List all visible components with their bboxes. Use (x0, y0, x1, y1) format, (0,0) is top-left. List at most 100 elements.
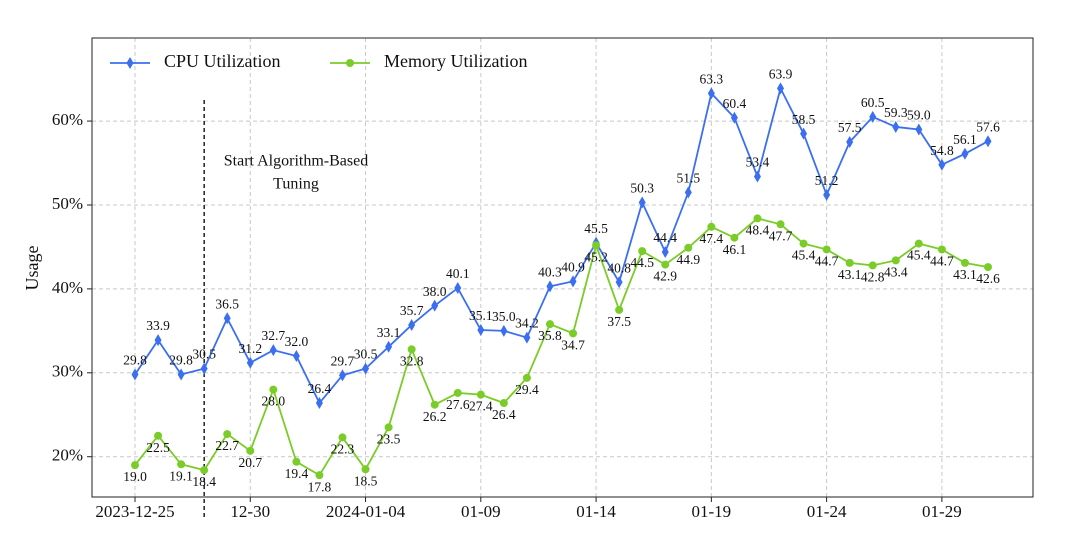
series-line (134, 217, 989, 477)
data-label: 35.0 (492, 309, 516, 324)
marker (546, 280, 554, 293)
plot: 20% 30% 40% 50% 60% 2023-12-25 12-30 2024-01-04… (52, 38, 1033, 521)
marker (730, 233, 739, 242)
marker (454, 282, 462, 295)
data-label: 32.7 (262, 328, 286, 343)
marker (822, 245, 831, 254)
data-label: 18.4 (192, 474, 216, 489)
marker (500, 324, 508, 337)
data-label: 51.5 (676, 170, 700, 185)
data-label: 26.4 (492, 407, 516, 422)
marker (154, 334, 162, 347)
marker (661, 260, 670, 269)
data-label: 45.4 (907, 248, 931, 263)
data-label: 30.5 (354, 347, 378, 362)
data-label: 29.8 (169, 353, 193, 368)
marker (661, 245, 669, 258)
marker (915, 123, 923, 136)
marker (730, 111, 738, 124)
marker (223, 312, 231, 325)
data-label: 63.9 (769, 66, 793, 81)
marker (615, 305, 624, 314)
data-label: 23.5 (377, 431, 401, 446)
marker (477, 324, 485, 337)
marker (177, 460, 186, 469)
data-label: 26.2 (423, 409, 447, 424)
y-tick-label: 30% (52, 362, 83, 381)
marker (638, 196, 646, 209)
data-label: 35.7 (400, 303, 424, 318)
annotation-text: Tuning (273, 176, 319, 193)
legend-label: Memory Utilization (384, 51, 527, 71)
data-label: 44.4 (653, 230, 677, 245)
marker (131, 461, 139, 470)
data-label: 56.1 (953, 132, 977, 147)
marker (569, 329, 578, 338)
y-tick-label: 50% (52, 194, 83, 213)
x-tick-label: 01-29 (922, 502, 962, 521)
data-label: 45.4 (792, 248, 816, 263)
x-tick-label: 01-19 (692, 502, 732, 521)
data-label: 34.2 (515, 316, 539, 331)
data-label: 22.5 (146, 440, 170, 455)
marker (338, 433, 347, 442)
marker (569, 275, 577, 288)
data-label: 59.3 (884, 105, 908, 120)
marker (823, 188, 831, 201)
marker (269, 385, 278, 394)
marker (430, 400, 439, 409)
annotation-text: Start Algorithm-Based (224, 153, 368, 170)
marker (246, 356, 254, 369)
marker (499, 399, 508, 408)
marker (384, 423, 393, 432)
marker (408, 318, 416, 331)
marker (315, 397, 323, 410)
data-label: 44.9 (676, 252, 700, 267)
series-line (134, 85, 989, 405)
data-label: 44.5 (630, 255, 654, 270)
data-label: 26.4 (308, 381, 332, 396)
marker (961, 147, 969, 160)
marker (200, 362, 208, 375)
data-label: 33.9 (146, 318, 170, 333)
marker (984, 135, 992, 148)
marker (937, 245, 946, 254)
data-label: 46.1 (723, 242, 747, 257)
plot-frame (91, 37, 1034, 498)
data-label: 38.0 (423, 284, 447, 299)
marker (638, 247, 647, 256)
data-label: 60.4 (723, 96, 747, 111)
marker (126, 57, 134, 69)
marker (777, 82, 785, 95)
data-label: 51.2 (815, 173, 839, 188)
data-label: 42.8 (861, 269, 885, 284)
data-label: 33.1 (377, 325, 401, 340)
x-tick-label: 01-14 (576, 502, 616, 521)
marker (914, 239, 923, 248)
data-label: 19.4 (285, 466, 309, 481)
data-label: 58.5 (792, 112, 816, 127)
marker (407, 345, 416, 354)
marker (362, 362, 370, 375)
marker (753, 214, 762, 223)
data-label: 27.6 (446, 397, 470, 412)
data-label: 34.7 (561, 337, 585, 352)
y-tick-label: 40% (52, 278, 83, 297)
data-label: 60.5 (861, 95, 885, 110)
marker (615, 276, 623, 289)
marker (385, 340, 393, 353)
marker (154, 431, 163, 440)
y-tick-label: 60% (52, 110, 83, 129)
data-label: 42.9 (653, 269, 677, 284)
data-label: 19.1 (169, 468, 193, 483)
marker (246, 446, 255, 455)
marker (891, 256, 900, 265)
data-label: 27.4 (469, 399, 493, 414)
x-tick-label: 01-09 (461, 502, 501, 521)
marker (315, 471, 324, 480)
data-label: 35.1 (469, 308, 493, 323)
marker (338, 369, 346, 382)
marker (960, 258, 969, 267)
x-tick-label: 12-30 (230, 502, 270, 521)
